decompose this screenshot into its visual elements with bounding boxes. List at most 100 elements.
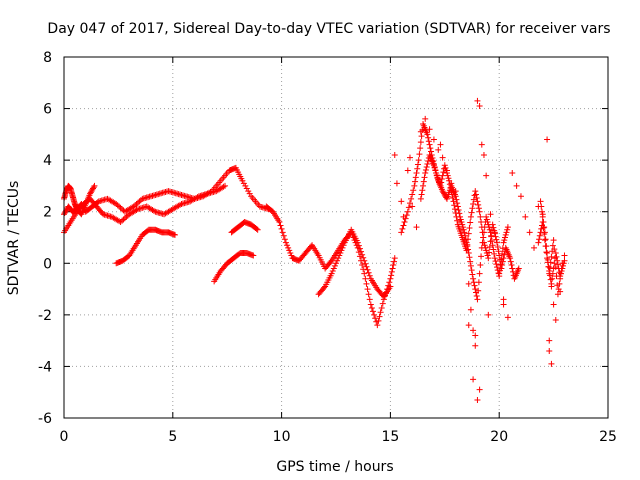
data-point	[540, 219, 547, 226]
data-point	[286, 247, 293, 254]
data-point	[439, 172, 446, 179]
y-tick-label: 6	[43, 102, 52, 118]
data-point	[420, 178, 427, 185]
data-point	[553, 253, 560, 260]
data-point	[472, 332, 479, 339]
x-tick-label: 5	[168, 429, 177, 445]
data-point	[119, 206, 126, 213]
data-point	[424, 161, 431, 168]
chart-title: Day 047 of 2017, Sidereal Day-to-day VTE…	[47, 21, 610, 37]
data-points	[61, 97, 568, 403]
data-point	[544, 256, 551, 263]
data-point	[461, 237, 468, 244]
data-point	[485, 311, 492, 318]
data-point	[414, 161, 421, 168]
data-point	[433, 172, 440, 179]
data-point	[130, 203, 137, 210]
data-point	[484, 252, 491, 259]
data-point	[470, 279, 477, 286]
data-point	[486, 249, 493, 256]
data-point	[509, 265, 516, 272]
data-point	[113, 200, 120, 207]
data-point	[453, 196, 460, 203]
data-point	[477, 213, 484, 220]
data-point	[408, 195, 415, 202]
data-point	[491, 250, 498, 257]
data-point	[220, 183, 227, 190]
data-point	[472, 342, 479, 349]
data-point	[245, 188, 252, 195]
data-point	[414, 165, 421, 172]
y-tick-label: 8	[43, 50, 52, 66]
data-point	[277, 222, 284, 229]
data-point	[359, 262, 366, 269]
data-point	[470, 376, 477, 383]
data-point	[556, 280, 563, 287]
data-point	[452, 193, 459, 200]
x-tick-label: 0	[60, 429, 69, 445]
data-point	[500, 296, 507, 303]
data-point	[280, 232, 287, 239]
data-point	[284, 242, 291, 249]
data-point	[470, 275, 477, 282]
data-point	[546, 270, 553, 277]
data-point	[488, 237, 495, 244]
data-point	[413, 170, 420, 177]
data-point	[339, 244, 346, 251]
data-point	[471, 282, 478, 289]
data-point	[386, 279, 393, 286]
data-point	[417, 195, 424, 202]
data-point	[470, 327, 477, 334]
data-point	[412, 178, 419, 185]
data-point	[467, 258, 474, 265]
data-point	[387, 283, 394, 290]
data-point	[423, 164, 430, 171]
data-point	[508, 262, 515, 269]
data-point	[327, 258, 334, 265]
data-point	[121, 215, 128, 222]
data-point	[254, 226, 261, 233]
data-point	[475, 287, 482, 294]
data-point	[465, 280, 472, 287]
data-point	[448, 180, 455, 187]
data-point	[388, 268, 395, 275]
data-point	[536, 232, 543, 239]
data-point	[443, 194, 450, 201]
data-point	[544, 249, 551, 256]
data-point	[377, 309, 384, 316]
data-point	[460, 226, 467, 233]
data-point	[417, 145, 424, 152]
data-point	[502, 234, 509, 241]
data-point	[243, 185, 250, 192]
data-point	[239, 177, 246, 184]
data-point	[494, 239, 501, 246]
data-point	[87, 189, 94, 196]
data-point	[422, 170, 429, 177]
data-point	[541, 229, 548, 236]
data-point	[451, 206, 458, 213]
data-point	[242, 182, 249, 189]
grid	[64, 57, 608, 418]
data-point	[561, 252, 568, 259]
data-point	[557, 275, 564, 282]
data-point	[279, 229, 286, 236]
data-point	[475, 279, 482, 286]
data-point	[485, 221, 492, 228]
data-point	[456, 210, 463, 217]
data-point	[454, 217, 461, 224]
data-point	[552, 264, 559, 271]
data-point	[90, 184, 97, 191]
data-point	[116, 203, 123, 210]
data-point	[422, 167, 429, 174]
data-point	[410, 187, 417, 194]
data-point	[354, 239, 361, 246]
data-point	[362, 275, 369, 282]
data-point	[499, 245, 506, 252]
data-point	[417, 128, 424, 135]
data-point	[557, 288, 564, 295]
data-point	[416, 151, 423, 158]
data-point	[441, 162, 448, 169]
data-point	[507, 258, 514, 265]
data-point	[468, 209, 475, 216]
data-point	[515, 265, 522, 272]
